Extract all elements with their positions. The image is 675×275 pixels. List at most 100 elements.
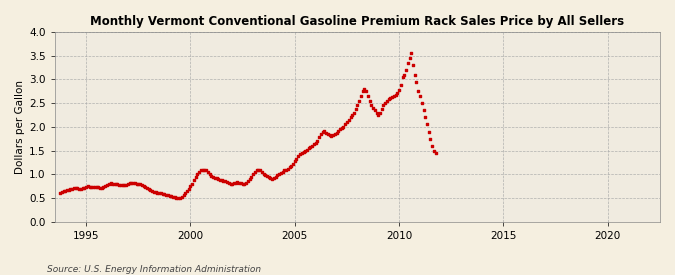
Point	[314, 135, 325, 139]
Point	[404, 56, 415, 60]
Point	[136, 183, 147, 187]
Point	[105, 181, 116, 186]
Point	[155, 191, 166, 196]
Point	[345, 115, 356, 120]
Point	[140, 185, 151, 189]
Point	[234, 181, 244, 185]
Point	[356, 94, 367, 98]
Point	[119, 183, 130, 187]
Point	[215, 178, 225, 182]
Point	[91, 185, 102, 189]
Point	[194, 170, 205, 174]
Point	[133, 182, 144, 186]
Point	[336, 126, 347, 130]
Point	[67, 186, 78, 191]
Point	[159, 192, 170, 196]
Point	[180, 191, 190, 196]
Point	[184, 186, 194, 191]
Point	[294, 152, 305, 156]
Point	[413, 89, 424, 94]
Text: Source: U.S. Energy Information Administration: Source: U.S. Energy Information Administ…	[47, 265, 261, 274]
Point	[178, 193, 189, 197]
Point	[385, 96, 396, 101]
Point	[202, 170, 213, 174]
Point	[324, 133, 335, 138]
Point	[305, 145, 316, 149]
Point	[88, 185, 99, 189]
Point	[364, 98, 375, 103]
Point	[63, 188, 74, 192]
Point	[389, 94, 400, 98]
Point	[197, 167, 208, 172]
Point	[423, 129, 434, 134]
Point	[98, 185, 109, 189]
Point	[425, 136, 436, 141]
Point	[288, 162, 298, 166]
Point	[394, 88, 404, 92]
Point	[90, 185, 101, 189]
Point	[286, 164, 296, 168]
Point	[298, 150, 309, 154]
Point	[290, 159, 300, 164]
Point	[115, 183, 126, 187]
Point	[107, 182, 117, 186]
Point	[359, 87, 370, 91]
Point	[208, 174, 219, 179]
Point	[368, 106, 379, 110]
Point	[121, 183, 132, 187]
Point	[352, 103, 362, 108]
Point	[373, 113, 383, 117]
Point	[354, 98, 364, 103]
Point	[93, 185, 104, 189]
Point	[406, 51, 416, 56]
Point	[265, 176, 276, 180]
Point	[321, 130, 331, 135]
Point	[310, 141, 321, 146]
Point	[56, 190, 67, 194]
Point	[79, 185, 90, 190]
Point	[279, 168, 290, 173]
Point	[380, 101, 391, 105]
Point	[109, 182, 119, 186]
Point	[206, 174, 217, 178]
Point	[348, 110, 359, 115]
Point	[401, 68, 412, 72]
Point	[130, 181, 140, 186]
Point	[402, 60, 413, 65]
Point	[362, 94, 373, 98]
Point	[72, 186, 83, 190]
Point	[227, 182, 238, 186]
Point	[126, 181, 137, 185]
Point	[152, 191, 163, 195]
Point	[103, 182, 114, 186]
Point	[230, 181, 241, 185]
Point	[291, 157, 302, 161]
Point	[396, 83, 406, 87]
Point	[143, 187, 154, 191]
Point	[74, 186, 84, 191]
Point	[302, 147, 313, 152]
Point	[148, 190, 159, 194]
Point	[117, 183, 128, 187]
Point	[306, 144, 317, 148]
Point	[209, 175, 220, 180]
Point	[381, 98, 392, 103]
Point	[169, 195, 180, 199]
Point	[317, 129, 328, 134]
Point	[225, 182, 236, 186]
Point	[284, 165, 295, 169]
Point	[76, 186, 86, 191]
Point	[58, 189, 69, 194]
Point	[128, 181, 138, 185]
Point	[267, 177, 277, 181]
Point	[221, 180, 232, 184]
Point	[375, 110, 385, 115]
Point	[163, 193, 173, 197]
Point	[315, 132, 326, 136]
Point	[253, 167, 264, 172]
Point	[300, 148, 310, 153]
Point	[188, 178, 199, 182]
Point	[347, 113, 358, 117]
Point	[134, 182, 145, 186]
Point	[65, 187, 76, 192]
